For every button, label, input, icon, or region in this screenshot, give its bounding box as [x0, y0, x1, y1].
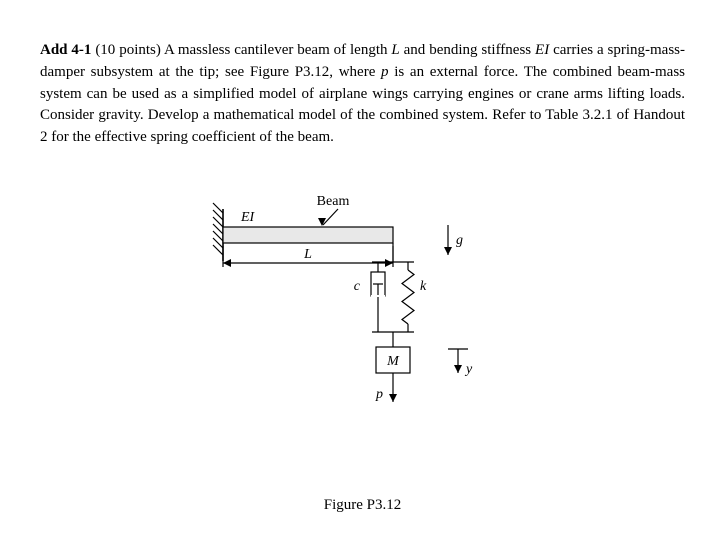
svg-text:p: p — [375, 387, 383, 402]
svg-text:y: y — [464, 362, 473, 377]
figure-caption: Figure P3.12 — [40, 495, 685, 517]
points: (10 points) — [95, 42, 161, 58]
figure-svg: Beam EI Lg c k Mp y — [183, 177, 543, 477]
t2: and bending stiffness — [400, 42, 535, 58]
figure-container: Beam EI Lg c k Mp y Figure P3.12 — [40, 177, 685, 517]
svg-text:L: L — [303, 247, 312, 262]
svg-text:g: g — [456, 233, 463, 248]
svg-text:EI: EI — [240, 210, 256, 225]
svg-text:c: c — [353, 279, 360, 294]
svg-text:Beam: Beam — [316, 194, 349, 209]
sym-L: L — [391, 42, 399, 58]
sym-EI: EI — [535, 42, 549, 58]
t1: A massless cantilever beam of length — [161, 42, 392, 58]
svg-text:M: M — [386, 354, 400, 369]
svg-text:k: k — [420, 279, 427, 294]
sym-p: p — [381, 64, 389, 80]
problem-label: Add 4-1 — [40, 42, 91, 58]
problem-statement: Add 4-1 (10 points) A massless cantileve… — [40, 40, 685, 149]
